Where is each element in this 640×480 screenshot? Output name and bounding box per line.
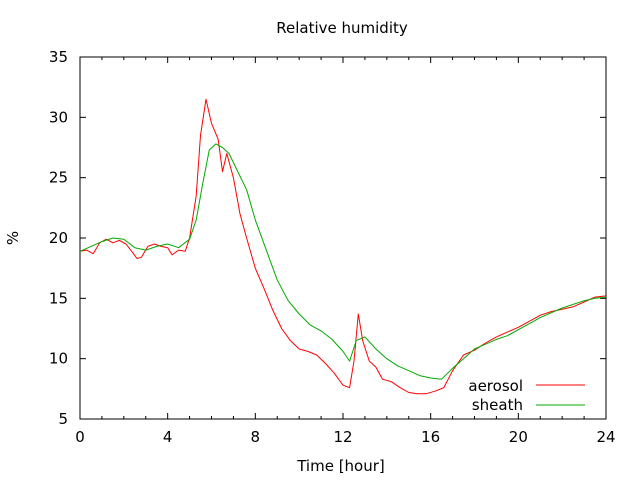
chart-title: Relative humidity — [276, 19, 408, 37]
x-tick-label: 12 — [333, 428, 352, 446]
y-tick-label: 5 — [58, 410, 68, 428]
legend-label-aerosol: aerosol — [468, 377, 523, 395]
y-tick-label: 15 — [49, 289, 68, 307]
y-tick-label: 30 — [49, 108, 68, 126]
y-axis-label: % — [4, 231, 22, 245]
data-series — [79, 98, 607, 395]
x-tick-label: 24 — [596, 428, 615, 446]
series-line-sheath — [79, 143, 607, 380]
y-tick-label: 35 — [49, 48, 68, 66]
legend: aerosol sheath — [468, 377, 585, 414]
x-tick-label: 0 — [75, 428, 85, 446]
axis-ticks — [79, 56, 607, 420]
x-axis-label: Time [hour] — [296, 457, 385, 475]
x-tick-label: 20 — [509, 428, 528, 446]
legend-label-sheath: sheath — [472, 396, 523, 414]
x-tick-label: 8 — [251, 428, 261, 446]
y-tick-label: 25 — [49, 169, 68, 187]
x-tick-label: 4 — [163, 428, 173, 446]
axis-tick-labels: 0 4 8 12 16 20 24 5 10 15 20 25 30 35 — [49, 48, 616, 446]
y-tick-label: 10 — [49, 350, 68, 368]
y-tick-label: 20 — [49, 229, 68, 247]
x-tick-label: 16 — [421, 428, 440, 446]
